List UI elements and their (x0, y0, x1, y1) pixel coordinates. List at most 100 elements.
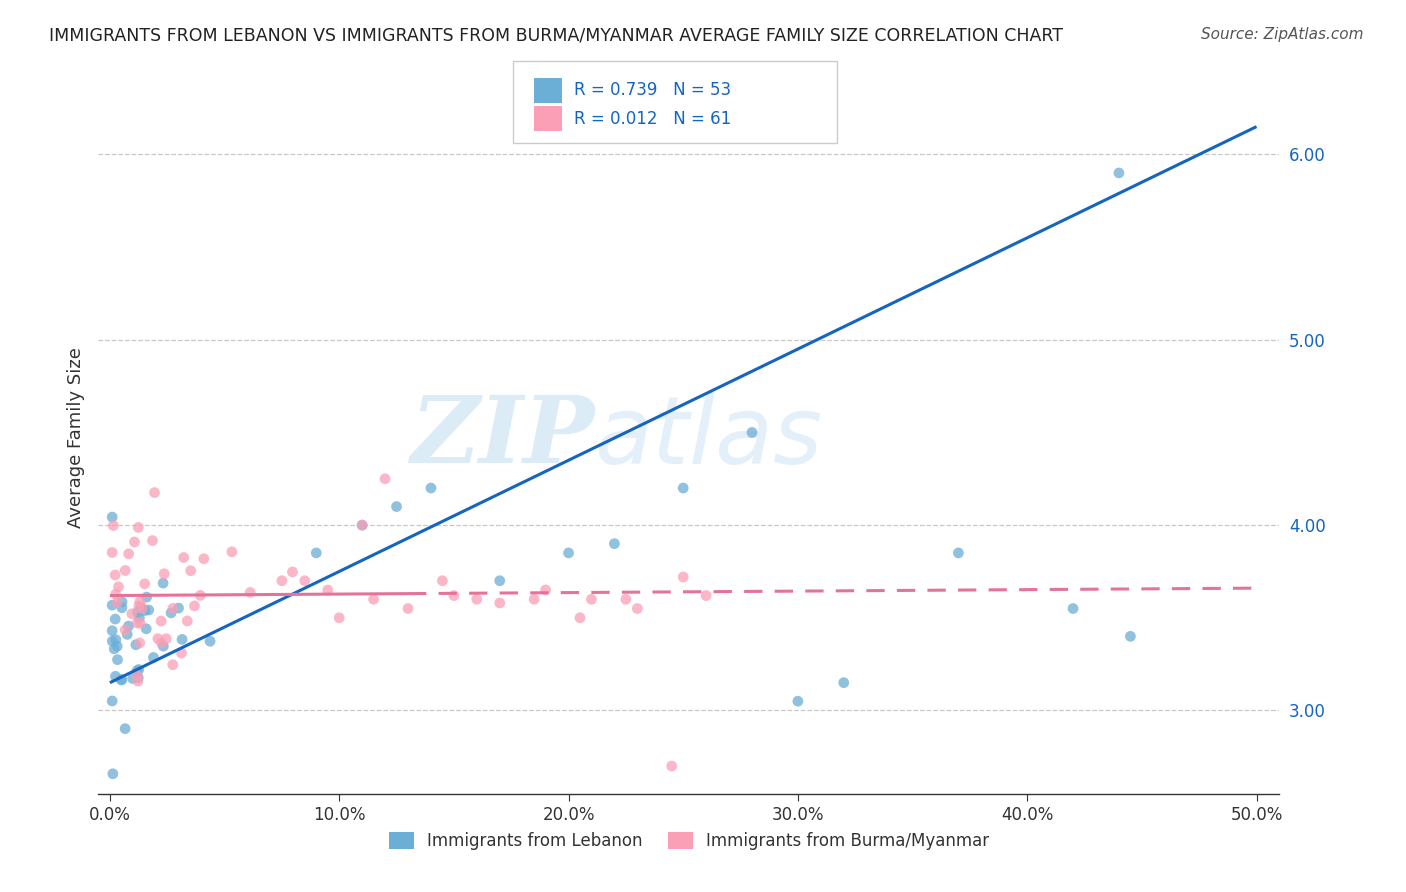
Point (128, 663, 150, 677)
Point (170, 632, 193, 647)
Point (1119, 629, 1142, 643)
Point (1062, 601, 1084, 615)
Point (128, 599, 150, 613)
Point (155, 632, 177, 646)
Point (352, 518, 374, 533)
Point (143, 485, 166, 500)
Point (221, 545, 243, 559)
Point (534, 582, 557, 597)
Point (180, 564, 202, 578)
Point (111, 673, 134, 687)
Point (104, 612, 127, 626)
Point (173, 550, 195, 565)
Point (101, 510, 124, 524)
Point (125, 664, 148, 678)
Point (146, 632, 169, 646)
Point (488, 596, 510, 610)
Point (603, 536, 626, 550)
Point (741, 425, 763, 440)
Point (170, 646, 193, 660)
Point (152, 576, 174, 591)
Legend: Immigrants from Lebanon, Immigrants from Burma/Myanmar: Immigrants from Lebanon, Immigrants from… (382, 825, 995, 857)
Point (581, 592, 603, 607)
Point (127, 520, 149, 534)
Point (103, 518, 125, 533)
Point (523, 592, 546, 607)
Point (127, 674, 149, 689)
Point (183, 599, 205, 613)
Text: Source: ZipAtlas.com: Source: ZipAtlas.com (1201, 27, 1364, 42)
Text: atlas: atlas (595, 392, 823, 483)
Point (128, 636, 150, 650)
Text: ZIP: ZIP (411, 392, 595, 482)
Point (101, 598, 124, 612)
Point (614, 592, 637, 607)
Point (101, 634, 124, 648)
Point (167, 601, 190, 615)
Point (129, 616, 152, 631)
Point (114, 623, 136, 637)
Point (104, 587, 127, 601)
Point (124, 535, 146, 549)
Point (138, 603, 160, 617)
Point (121, 672, 143, 686)
Point (104, 669, 127, 683)
Point (948, 546, 970, 560)
Point (176, 614, 198, 628)
Point (786, 694, 808, 708)
Point (111, 595, 134, 609)
Point (104, 632, 127, 647)
Point (134, 577, 156, 591)
Point (135, 590, 157, 604)
Point (114, 564, 136, 578)
Point (103, 641, 125, 656)
Point (101, 766, 124, 780)
Point (569, 611, 592, 625)
Point (198, 634, 221, 648)
Point (557, 546, 579, 560)
Point (110, 673, 132, 687)
Point (117, 547, 139, 561)
Point (101, 545, 124, 559)
Point (305, 546, 328, 560)
Point (105, 639, 128, 653)
Point (107, 653, 129, 667)
Point (150, 636, 173, 650)
Point (115, 627, 138, 641)
Point (107, 580, 129, 594)
Text: IMMIGRANTS FROM LEBANON VS IMMIGRANTS FROM BURMA/MYANMAR AVERAGE FAMILY SIZE COR: IMMIGRANTS FROM LEBANON VS IMMIGRANTS FR… (49, 27, 1063, 45)
Point (661, 759, 683, 773)
Point (121, 607, 143, 621)
Y-axis label: Average Family Size: Average Family Size (66, 347, 84, 527)
Point (162, 601, 184, 615)
Point (111, 600, 134, 615)
Point (188, 588, 211, 602)
Point (396, 601, 419, 615)
Point (125, 638, 148, 652)
Point (281, 565, 304, 579)
Point (117, 619, 139, 633)
Point (832, 675, 855, 690)
Point (239, 585, 262, 599)
Point (128, 611, 150, 625)
Point (488, 574, 510, 588)
Point (672, 481, 695, 495)
Point (352, 518, 374, 533)
Point (150, 614, 173, 628)
Point (105, 596, 128, 610)
Point (316, 582, 339, 597)
Point (162, 657, 184, 672)
Point (127, 671, 149, 685)
Point (141, 533, 163, 548)
Point (432, 574, 454, 588)
Point (420, 481, 443, 495)
Point (135, 622, 157, 636)
Point (101, 624, 124, 638)
Point (672, 570, 695, 584)
Point (385, 500, 408, 514)
Point (128, 595, 150, 609)
Point (1108, 166, 1130, 180)
Point (160, 606, 183, 620)
Point (374, 472, 396, 486)
Point (695, 589, 717, 603)
